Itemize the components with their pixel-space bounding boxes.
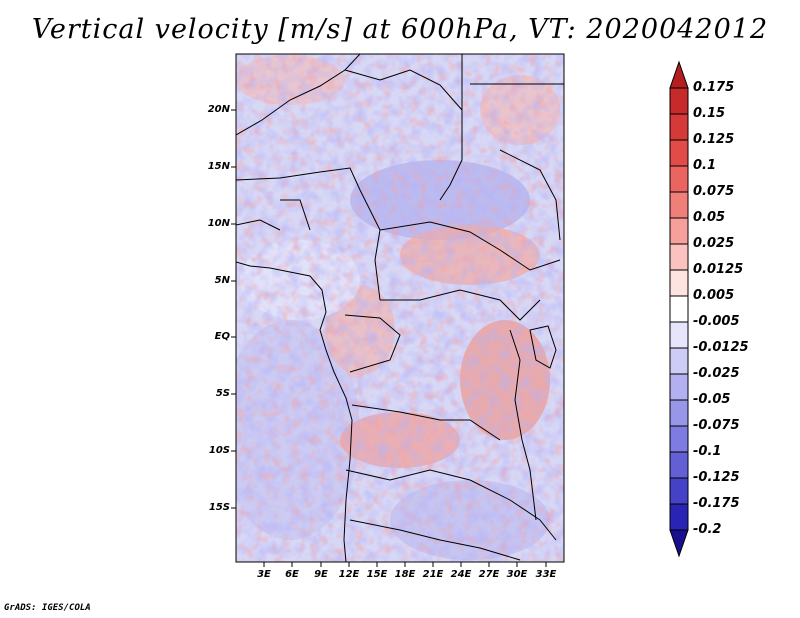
colorbar-label: -0.2 [693,522,722,537]
colorbar-swatch [669,269,689,297]
colorbar-swatch [669,165,689,193]
colorbar-label: -0.125 [693,470,740,485]
lat-label: 10S [208,445,230,456]
colorbar-label: 0.1 [693,158,717,173]
colorbar-label: 0.005 [693,288,735,303]
lon-label: 9E [314,569,328,580]
colorbar-swatch [669,87,689,115]
lon-label: 18E [394,569,416,580]
colorbar-swatch [669,425,689,453]
colorbar-label: 0.075 [693,184,735,199]
lon-label: 33E [535,569,557,580]
coastlines-borders [236,54,564,562]
colorbar-label: 0.125 [693,132,735,147]
colorbar-swatch [669,191,689,219]
colorbar-swatch [669,217,689,245]
colorbar-label: -0.005 [693,314,740,329]
colorbar [669,60,689,558]
lon-label: 15E [366,569,388,580]
colorbar-label: 0.15 [693,106,726,121]
lon-label: 6E [285,569,299,580]
lon-label: 21E [422,569,444,580]
colorbar-swatch [669,451,689,479]
lat-label: EQ [214,331,230,342]
colorbar-top-triangle [669,60,689,89]
colorbar-label: -0.05 [693,392,731,407]
colorbar-swatch [669,399,689,427]
lon-label: 3E [257,569,271,580]
colorbar-swatch [669,113,689,141]
colorbar-swatch [669,139,689,167]
colorbar-label: -0.075 [693,418,740,433]
colorbar-swatch [669,243,689,271]
lat-label: 15N [207,161,230,172]
colorbar-label: -0.0125 [693,340,749,355]
colorbar-swatch [669,295,689,323]
lon-label: 27E [478,569,500,580]
colorbar-label: -0.175 [693,496,740,511]
lat-label: 5S [215,388,230,399]
lat-label: 15S [208,502,230,513]
lat-label: 10N [207,218,230,229]
colorbar-swatch [669,321,689,349]
colorbar-label: 0.175 [693,80,735,95]
colorbar-swatch [669,373,689,401]
colorbar-label: 0.05 [693,210,726,225]
lon-label: 24E [450,569,472,580]
colorbar-swatch [669,347,689,375]
colorbar-swatch [669,503,689,531]
lat-label: 5N [214,275,230,286]
colorbar-label: 0.0125 [693,262,744,277]
chart-title: Vertical velocity [m/s] at 600hPa, VT: 2… [31,14,769,45]
colorbar-label: 0.025 [693,236,735,251]
lon-label: 30E [506,569,528,580]
axis-ticks [231,109,547,567]
lat-label: 20N [207,104,230,115]
credit-text: GrADS: IGES/COLA [4,603,91,613]
velocity-field [236,54,564,562]
colorbar-bottom-triangle [669,529,689,558]
map-frame [235,53,565,563]
colorbar-label: -0.025 [693,366,740,381]
colorbar-label: -0.1 [693,444,722,459]
lon-label: 12E [338,569,360,580]
colorbar-swatch [669,477,689,505]
